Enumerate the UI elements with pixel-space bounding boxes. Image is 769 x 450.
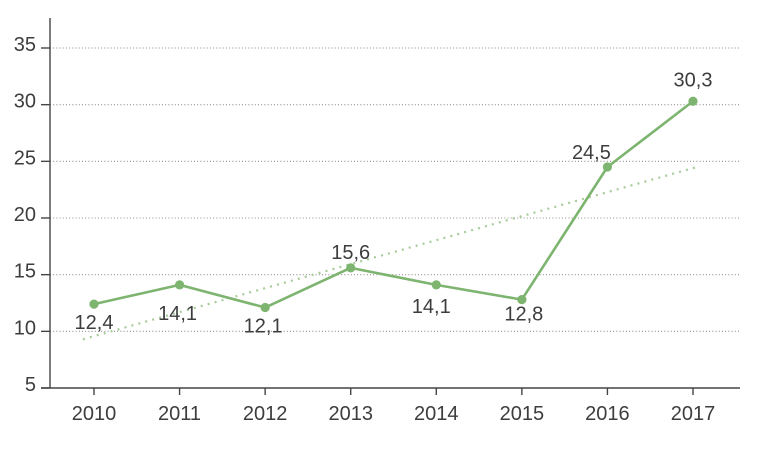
data-point-marker (260, 302, 270, 313)
x-tick-label: 2010 (72, 403, 117, 425)
data-point-marker (89, 299, 99, 309)
data-point-marker (431, 280, 441, 290)
x-tick-label: 2015 (500, 403, 545, 425)
x-tick-label: 2011 (158, 403, 201, 425)
data-point-marker (346, 263, 356, 273)
x-tick-label: 2014 (414, 403, 459, 425)
x-tick-label: 2016 (585, 403, 630, 425)
y-tick-label: 20 (14, 204, 36, 226)
x-tick-label: 2013 (328, 403, 373, 425)
y-tick-label: 15 (14, 261, 36, 283)
y-tick-label: 10 (14, 317, 36, 339)
x-tick-label: 2017 (671, 403, 716, 425)
data-point-label: 12,4 (75, 312, 114, 334)
data-point-label: 14,1 (412, 296, 451, 318)
data-point-marker (174, 280, 185, 290)
data-point-label: 12,8 (504, 304, 543, 326)
data-point-label: 30,3 (674, 69, 713, 91)
data-point-label: 15,6 (331, 242, 370, 264)
y-tick-label: 35 (14, 34, 36, 56)
data-point-label: 24,5 (572, 142, 611, 164)
y-tick-label: 30 (14, 91, 36, 113)
data-line (92, 99, 695, 309)
data-point-label: 12,1 (244, 316, 283, 338)
data-point-marker (602, 162, 613, 172)
x-tick-label: 2012 (243, 403, 288, 425)
y-tick-label: 5 (25, 374, 36, 396)
data-point-marker (688, 96, 698, 106)
data-point-label: 14,1 (158, 303, 197, 325)
y-tick-label: 25 (14, 147, 36, 169)
data-point-marker (517, 295, 527, 305)
